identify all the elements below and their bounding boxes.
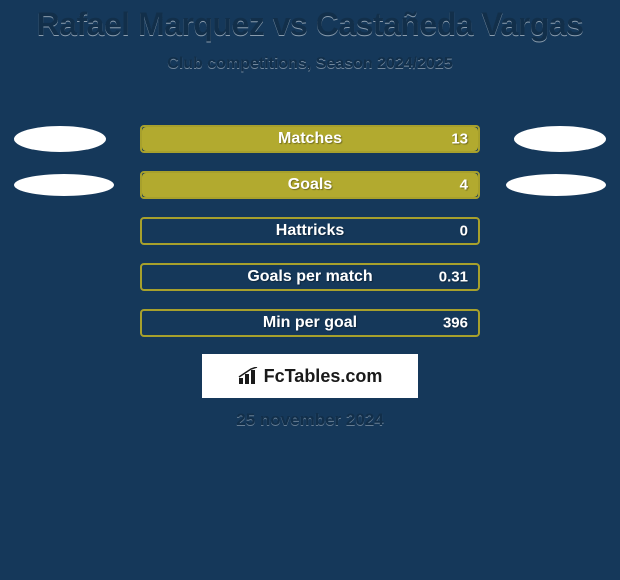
- stat-row: Goals per match 0.31: [0, 262, 620, 292]
- left-ellipse: [14, 126, 106, 152]
- stat-bar: Min per goal 396: [140, 309, 480, 337]
- stat-label: Goals: [288, 176, 332, 194]
- stat-value: 4: [460, 177, 468, 194]
- stat-bar: Hattricks 0: [140, 217, 480, 245]
- stat-label: Goals per match: [247, 268, 372, 286]
- stat-value: 396: [443, 315, 468, 332]
- stat-bar: Goals per match 0.31: [140, 263, 480, 291]
- stats-card: Rafael Marquez vs Castañeda Vargas Club …: [0, 0, 620, 580]
- stat-row: Matches 13: [0, 124, 620, 154]
- stat-bar: Goals 4: [140, 171, 480, 199]
- stats-rows: Matches 13 Goals 4 Hattricks 0 Goals per match…: [0, 124, 620, 354]
- snapshot-date: 25 november 2024: [0, 410, 620, 430]
- stat-bar: Matches 13: [140, 125, 480, 153]
- brand-text: FcTables.com: [264, 366, 383, 387]
- season-subtitle: Club competitions, Season 2024/2025: [0, 55, 620, 73]
- right-ellipse: [506, 174, 606, 196]
- page-title: Rafael Marquez vs Castañeda Vargas: [0, 0, 620, 43]
- stat-row: Goals 4: [0, 170, 620, 200]
- stat-label: Hattricks: [276, 222, 344, 240]
- stat-value: 13: [451, 131, 468, 148]
- stat-value: 0: [460, 223, 468, 240]
- brand-badge: FcTables.com: [202, 354, 418, 398]
- bar-chart-icon: [238, 367, 260, 385]
- stat-row: Min per goal 396: [0, 308, 620, 338]
- stat-row: Hattricks 0: [0, 216, 620, 246]
- stat-value: 0.31: [439, 269, 468, 286]
- stat-label: Min per goal: [263, 314, 357, 332]
- left-ellipse: [14, 174, 114, 196]
- right-ellipse: [514, 126, 606, 152]
- stat-label: Matches: [278, 130, 342, 148]
